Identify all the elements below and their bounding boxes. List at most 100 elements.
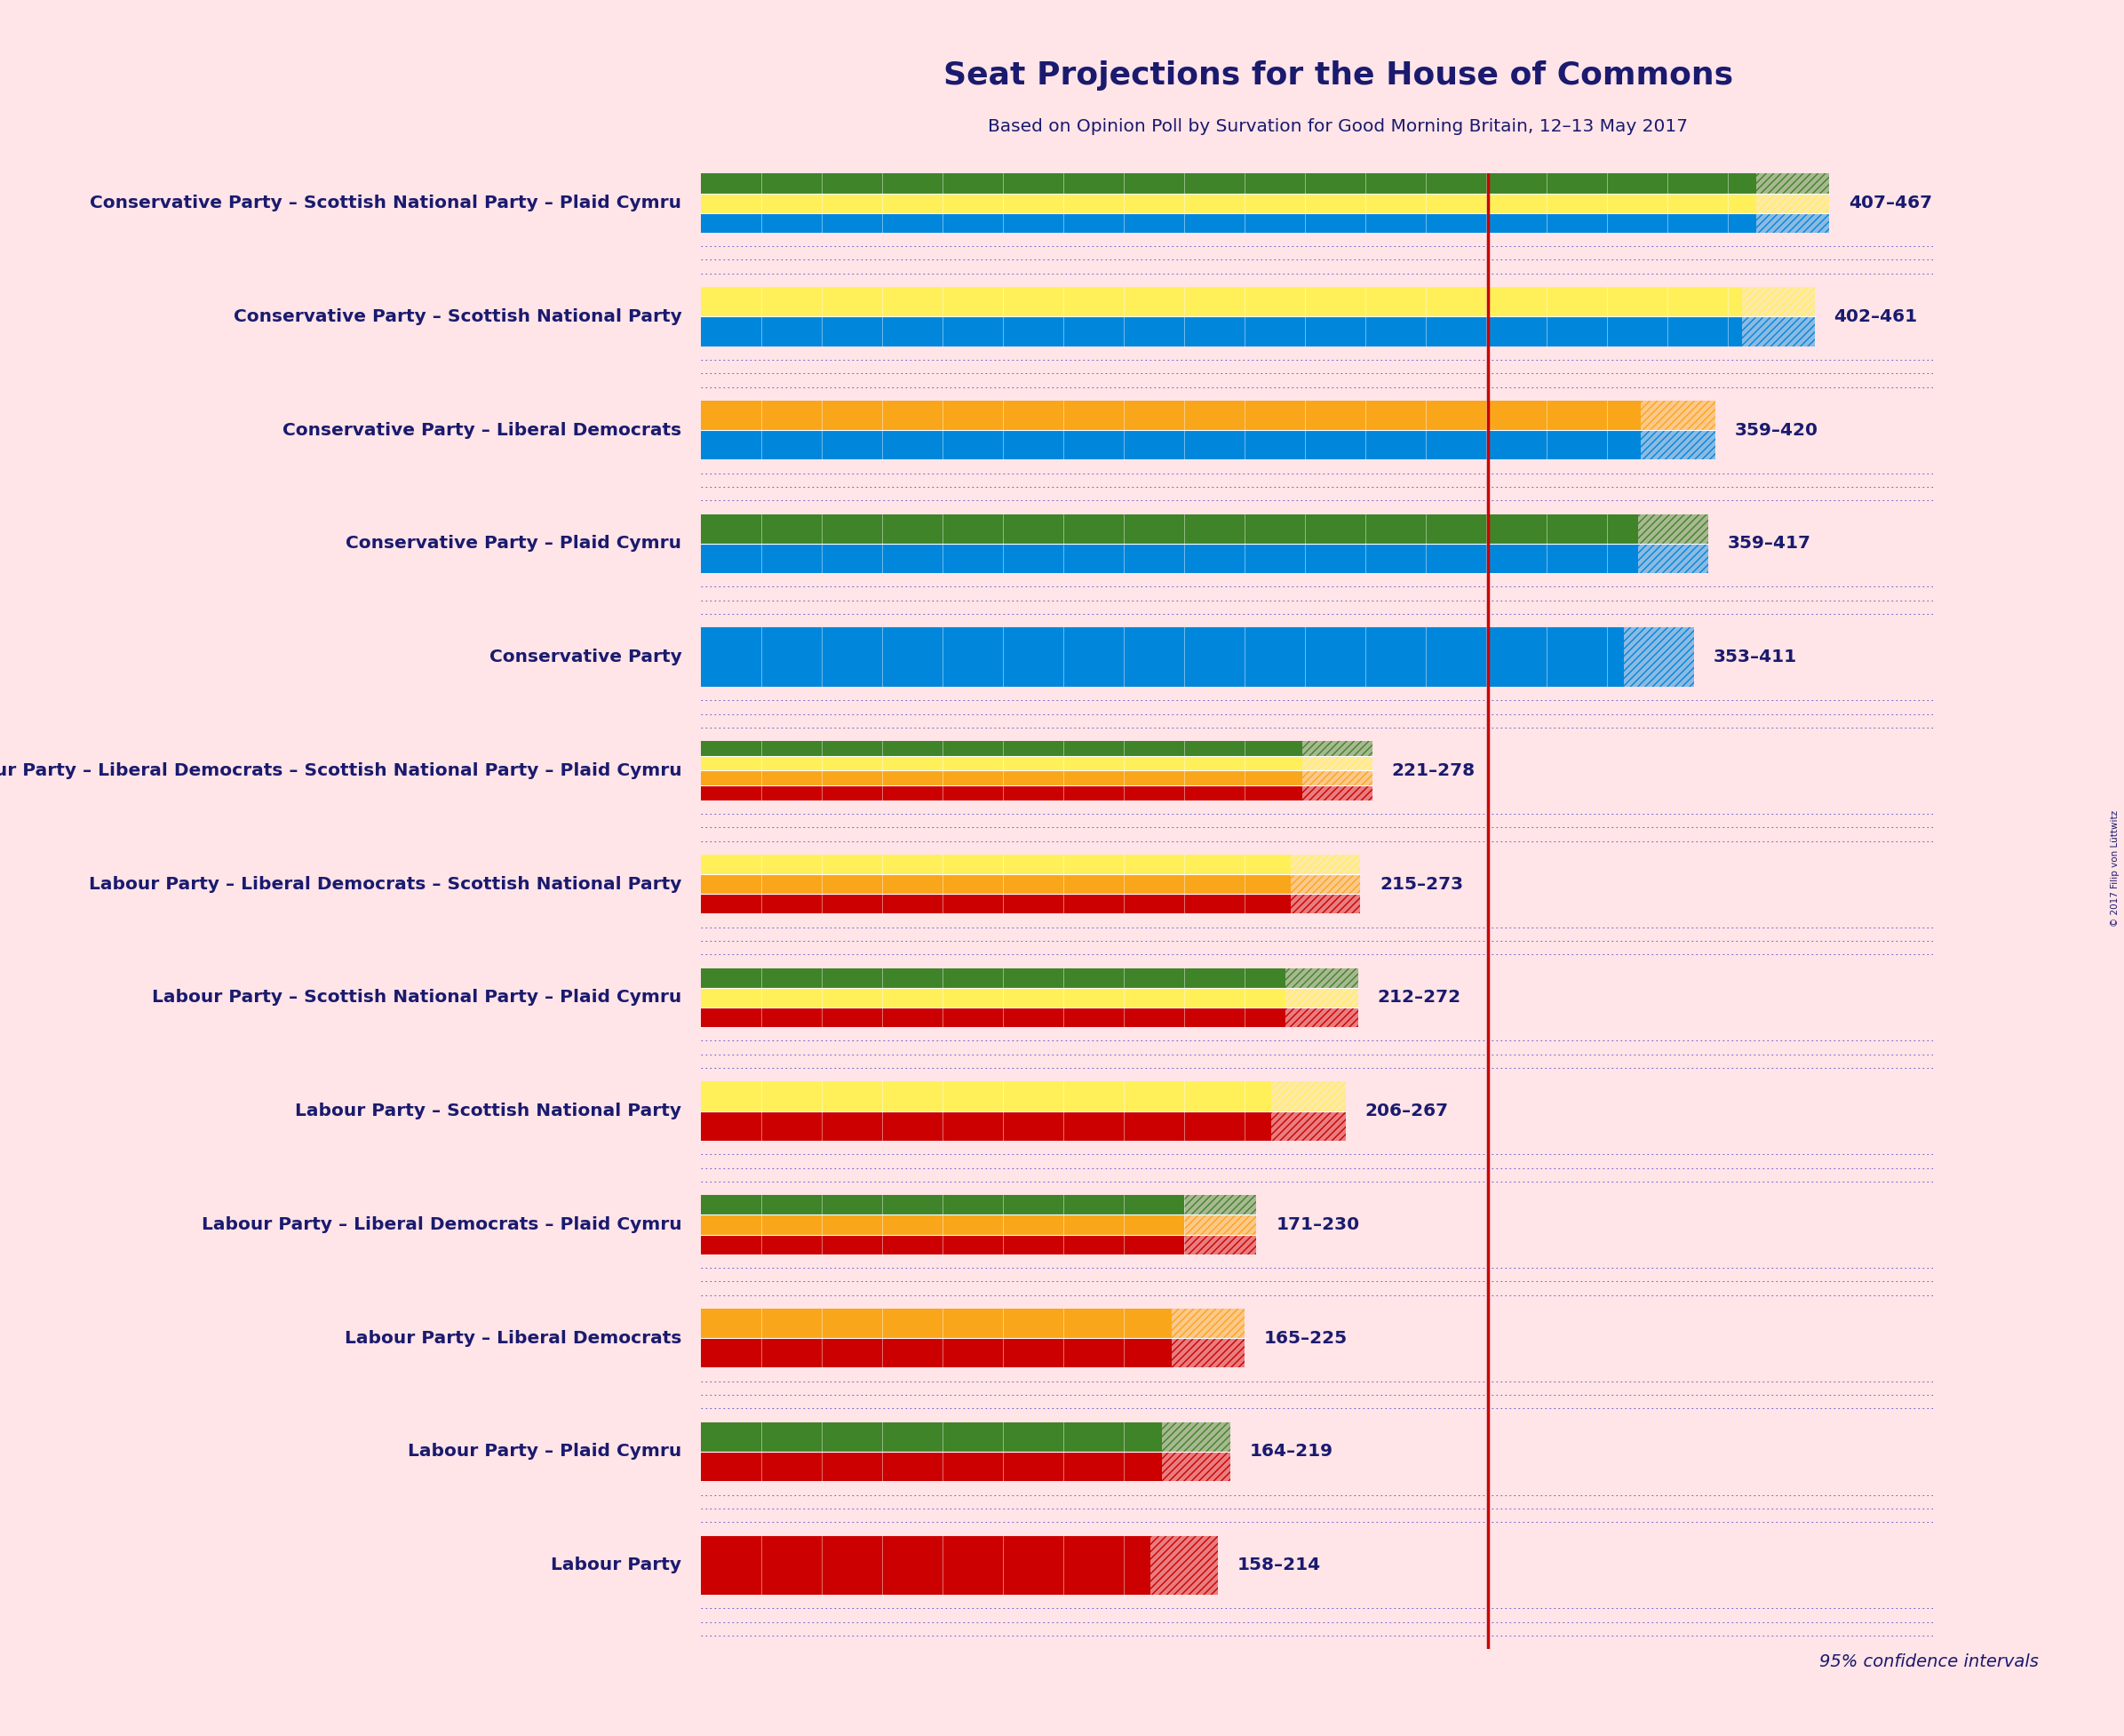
- Text: 206–267: 206–267: [1366, 1102, 1449, 1120]
- Bar: [1162, 1451, 1230, 1481]
- Bar: [701, 1253, 1933, 1309]
- Bar: [701, 687, 1933, 741]
- Text: 95% confidence intervals: 95% confidence intervals: [1820, 1653, 2039, 1670]
- Bar: [701, 1338, 1172, 1368]
- Text: 402–461: 402–461: [1833, 309, 1918, 325]
- Bar: [701, 1368, 1933, 1422]
- Bar: [701, 1111, 1270, 1141]
- Bar: [1162, 1422, 1230, 1451]
- Bar: [701, 174, 1757, 193]
- Text: 353–411: 353–411: [1714, 649, 1797, 665]
- Text: 158–214: 158–214: [1236, 1557, 1321, 1573]
- Bar: [701, 193, 1757, 214]
- Bar: [1285, 988, 1357, 1007]
- Bar: [701, 1082, 1270, 1111]
- Bar: [1289, 875, 1359, 894]
- Bar: [1742, 286, 1814, 316]
- Text: Conservative Party – Scottish National Party: Conservative Party – Scottish National P…: [234, 309, 682, 325]
- Text: © 2017 Filip von Lüttwitz: © 2017 Filip von Lüttwitz: [2111, 809, 2120, 927]
- Bar: [1289, 875, 1359, 894]
- Bar: [1270, 1111, 1347, 1141]
- Text: Labour Party – Liberal Democrats – Plaid Cymru: Labour Party – Liberal Democrats – Plaid…: [202, 1217, 682, 1233]
- Text: 407–467: 407–467: [1848, 194, 1933, 212]
- Text: Seat Projections for the House of Commons: Seat Projections for the House of Common…: [943, 61, 1733, 90]
- Text: Conservative Party – Scottish National Party – Plaid Cymru: Conservative Party – Scottish National P…: [89, 194, 682, 212]
- Bar: [1183, 1234, 1257, 1253]
- Bar: [701, 1422, 1162, 1451]
- Bar: [1638, 514, 1708, 543]
- Bar: [701, 460, 1933, 514]
- Bar: [1289, 894, 1359, 913]
- Bar: [1638, 543, 1708, 573]
- Bar: [1757, 193, 1829, 214]
- Bar: [701, 875, 1289, 894]
- Bar: [1757, 214, 1829, 233]
- Bar: [1183, 1215, 1257, 1234]
- Bar: [1623, 628, 1693, 687]
- Bar: [1640, 431, 1716, 460]
- Bar: [1285, 1007, 1357, 1028]
- Bar: [1757, 193, 1829, 214]
- Bar: [701, 1007, 1285, 1028]
- Text: Labour Party – Scottish National Party: Labour Party – Scottish National Party: [295, 1102, 682, 1120]
- Bar: [701, 233, 1933, 286]
- Bar: [1183, 1194, 1257, 1215]
- Text: 215–273: 215–273: [1381, 875, 1463, 892]
- Text: Labour Party: Labour Party: [550, 1557, 682, 1573]
- Bar: [701, 1481, 1933, 1536]
- Bar: [701, 1309, 1172, 1338]
- Bar: [701, 771, 1302, 785]
- Bar: [1302, 785, 1372, 800]
- Bar: [1742, 316, 1814, 345]
- Bar: [1270, 1111, 1347, 1141]
- Bar: [701, 431, 1640, 460]
- Text: 221–278: 221–278: [1391, 762, 1476, 779]
- Bar: [1172, 1338, 1245, 1368]
- Bar: [701, 894, 1289, 913]
- Bar: [701, 543, 1638, 573]
- Text: Labour Party – Scottish National Party – Plaid Cymru: Labour Party – Scottish National Party –…: [153, 990, 682, 1007]
- Bar: [1151, 1536, 1217, 1595]
- Bar: [1757, 174, 1829, 193]
- Bar: [1172, 1338, 1245, 1368]
- Bar: [701, 316, 1742, 345]
- Bar: [1757, 214, 1829, 233]
- Bar: [1285, 969, 1357, 988]
- Bar: [1289, 854, 1359, 875]
- Bar: [701, 800, 1933, 854]
- Bar: [701, 755, 1302, 771]
- Bar: [1162, 1451, 1230, 1481]
- Bar: [1183, 1194, 1257, 1215]
- Bar: [1742, 286, 1814, 316]
- Bar: [1640, 401, 1716, 431]
- Bar: [1302, 755, 1372, 771]
- Bar: [701, 573, 1933, 628]
- Text: 165–225: 165–225: [1264, 1330, 1347, 1347]
- Text: Labour Party – Liberal Democrats: Labour Party – Liberal Democrats: [344, 1330, 682, 1347]
- Text: Labour Party – Liberal Democrats – Scottish National Party: Labour Party – Liberal Democrats – Scott…: [89, 875, 682, 892]
- Bar: [1302, 771, 1372, 785]
- Bar: [701, 286, 1742, 316]
- Bar: [1270, 1082, 1347, 1111]
- Bar: [1640, 401, 1716, 431]
- Bar: [701, 1215, 1183, 1234]
- Bar: [1172, 1309, 1245, 1338]
- Bar: [1640, 431, 1716, 460]
- Text: 171–230: 171–230: [1277, 1217, 1359, 1233]
- Bar: [701, 1141, 1933, 1194]
- Bar: [1302, 741, 1372, 755]
- Bar: [701, 1451, 1162, 1481]
- Bar: [1285, 988, 1357, 1007]
- Bar: [1742, 316, 1814, 345]
- Bar: [1162, 1422, 1230, 1451]
- Bar: [1183, 1215, 1257, 1234]
- Bar: [1289, 894, 1359, 913]
- Bar: [701, 345, 1933, 401]
- Bar: [701, 741, 1302, 755]
- Text: 212–272: 212–272: [1376, 990, 1461, 1007]
- Bar: [701, 1595, 1933, 1649]
- Bar: [1638, 543, 1708, 573]
- Bar: [1151, 1536, 1217, 1595]
- Bar: [1757, 174, 1829, 193]
- Bar: [701, 514, 1638, 543]
